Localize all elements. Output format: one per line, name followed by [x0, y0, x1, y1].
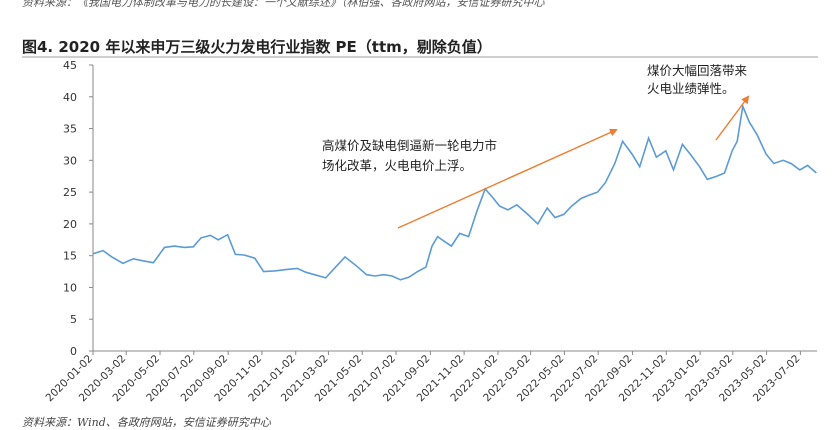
y-tick-label: 30: [63, 154, 77, 167]
y-axis: 0 5 10 15 20 25 30 35 40 45: [63, 59, 94, 358]
annotation-1-line-2: 场化改革，火电电价上浮。: [322, 158, 472, 173]
y-tick-label: 5: [70, 313, 77, 326]
y-tick-label: 0: [70, 345, 77, 358]
y-tick-label: 25: [63, 186, 77, 199]
bottom-source-note: 资料来源：Wind、各政府网站，安信证券研究中心: [22, 416, 271, 429]
annotations: 高煤价及缺电倒逼新一轮电力市 场化改革，火电电价上浮。 煤价大幅回落带来 火电业…: [322, 63, 750, 229]
y-tick-label: 10: [63, 281, 77, 294]
y-tick-label: 35: [63, 123, 77, 136]
x-axis: 2020-01-022020-03-022020-05-022020-07-02…: [43, 350, 817, 404]
y-tick-label: 20: [63, 218, 77, 231]
top-source-note: 资料来源：《我国电力体制改革与电力的长建设：一个文献综述》（林伯强、各政府网站，…: [22, 0, 545, 9]
annotation-2-line-1: 煤价大幅回落带来: [647, 63, 748, 78]
pe-series-line: [92, 103, 817, 281]
annotation-1-line-1: 高煤价及缺电倒逼新一轮电力市: [322, 138, 497, 153]
y-tick-label: 45: [63, 59, 77, 72]
title-divider: [22, 56, 818, 58]
y-tick-label: 40: [63, 91, 77, 104]
arrow-annotation-2: [715, 95, 750, 141]
annotation-2-line-2: 火电业绩弹性。: [647, 81, 735, 96]
chart-title: 图4. 2020 年以来申万三级火力发电行业指数 PE（ttm，剔除负值）: [22, 38, 492, 56]
y-tick-label: 15: [63, 250, 77, 263]
arrow-annotation-1: [397, 128, 618, 229]
